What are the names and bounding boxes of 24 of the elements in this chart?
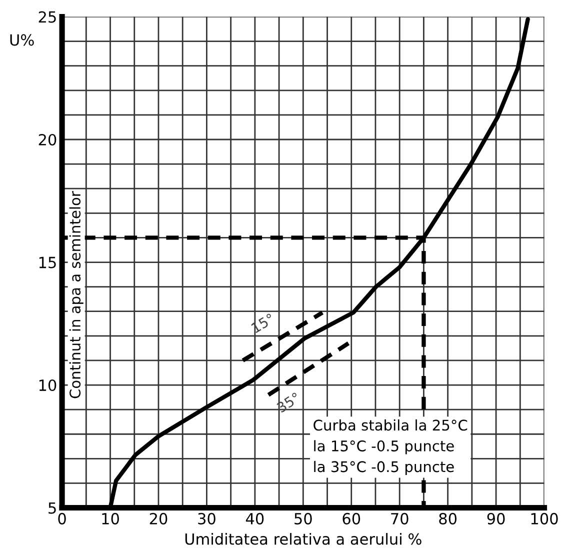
annotation: la 35°C -0.5 puncte	[314, 460, 454, 476]
text: 35°	[276, 392, 301, 413]
x-tick-label: 0	[58, 512, 66, 524]
x-tick-label: 80	[439, 512, 457, 524]
x-tick-label: 10	[102, 512, 119, 524]
x-tick-label: 50	[294, 512, 312, 524]
y-tick-label: 25	[38, 11, 56, 23]
y-tick-label: 5	[48, 502, 56, 514]
y-axis-title: Continut in apa a semintelor	[69, 191, 84, 398]
x-tick-label: 60	[342, 512, 360, 524]
x-axis-title: Umiditatea relativa a aerului %	[185, 532, 422, 545]
annotation: Curba stabila la 25°C	[314, 419, 468, 431]
text: 15°	[250, 313, 275, 334]
y-tick-label: 20	[38, 134, 56, 146]
x-tick-label: 20	[150, 512, 168, 524]
x-tick-label: 40	[246, 512, 264, 524]
x-tick-label: 90	[487, 512, 505, 524]
y-tick-label: 10	[39, 379, 56, 392]
x-tick-label: 100	[531, 512, 558, 524]
text: U%	[10, 34, 34, 46]
annotation: la 15°C -0.5 puncte	[314, 440, 454, 454]
x-tick-label: 70	[391, 512, 408, 524]
x-tick-label: 30	[198, 512, 216, 524]
y-tick-label: 15	[39, 256, 56, 268]
